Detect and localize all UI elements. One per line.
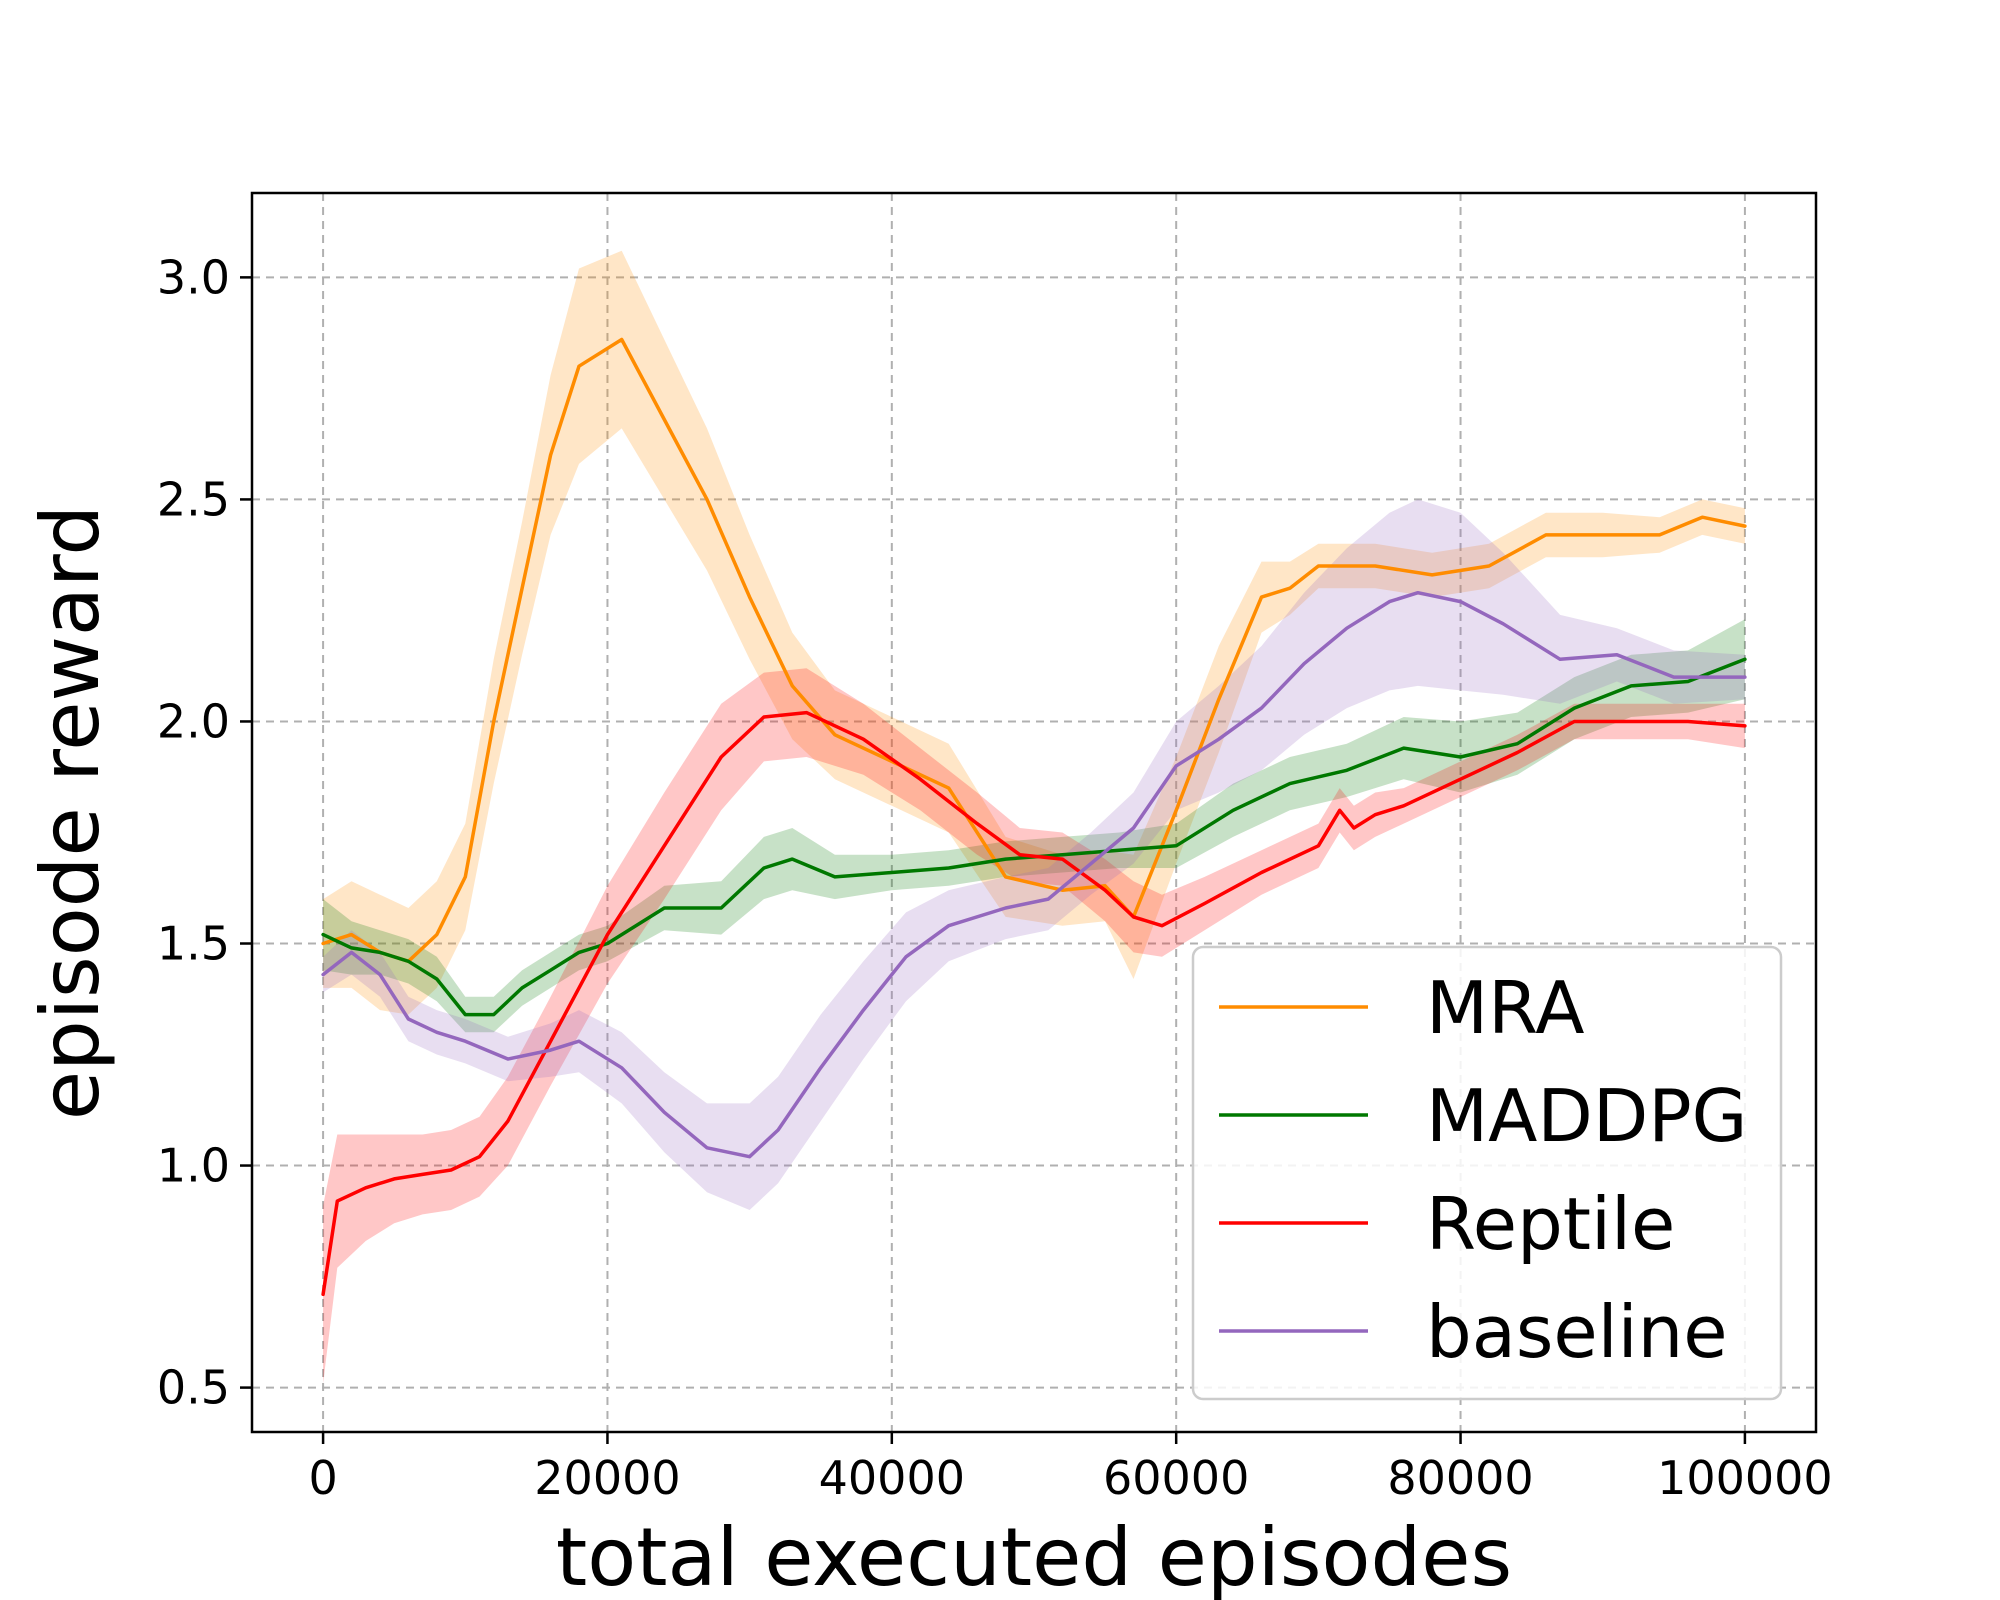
- x-tick-label: 0: [308, 1451, 337, 1505]
- legend-label-mra: MRA: [1426, 966, 1584, 1050]
- y-tick-label: 3.0: [157, 250, 230, 304]
- mra-line: [321, 337, 1747, 964]
- y-tick-label: 1.5: [157, 917, 230, 971]
- legend-label-baseline: baseline: [1426, 1290, 1728, 1374]
- x-tick-label: 20000: [534, 1451, 680, 1505]
- plot-frame: [250, 191, 1818, 1434]
- y-tick-label: 2.0: [157, 694, 230, 748]
- y-tick-label: 0.5: [157, 1361, 230, 1415]
- maddpg-band: [323, 619, 1745, 1033]
- x-tick-label: 60000: [1103, 1451, 1249, 1505]
- reptile-line: [321, 710, 1747, 1297]
- x-tick-label: 100000: [1657, 1451, 1833, 1505]
- x-axis-label: total executed episodes: [556, 1511, 1512, 1600]
- series-lines: [321, 337, 1747, 1297]
- legend-label-reptile: Reptile: [1426, 1182, 1675, 1266]
- y-axis-label: episode reward: [24, 505, 117, 1120]
- legend: MRA MADDPG Reptile baseline: [1191, 945, 1783, 1401]
- y-tick-label: 2.5: [157, 472, 230, 526]
- reptile-band: [323, 668, 1745, 1384]
- confidence-bands: [323, 250, 1745, 1384]
- baseline-band: [323, 499, 1745, 1210]
- x-tick-label: 80000: [1387, 1451, 1533, 1505]
- maddpg-line: [321, 657, 1747, 1017]
- legend-label-maddpg: MADDPG: [1426, 1074, 1747, 1158]
- baseline-line: [321, 590, 1747, 1159]
- mra-band: [323, 250, 1745, 1015]
- legend-box: [1191, 945, 1783, 1401]
- y-tick-label: 1.0: [157, 1139, 230, 1193]
- x-tick-label: 40000: [819, 1451, 965, 1505]
- axis-ticks: 0 20000 40000 60000 80000 100000 0.5 1.0 1.5 2.0 2…: [157, 250, 1833, 1505]
